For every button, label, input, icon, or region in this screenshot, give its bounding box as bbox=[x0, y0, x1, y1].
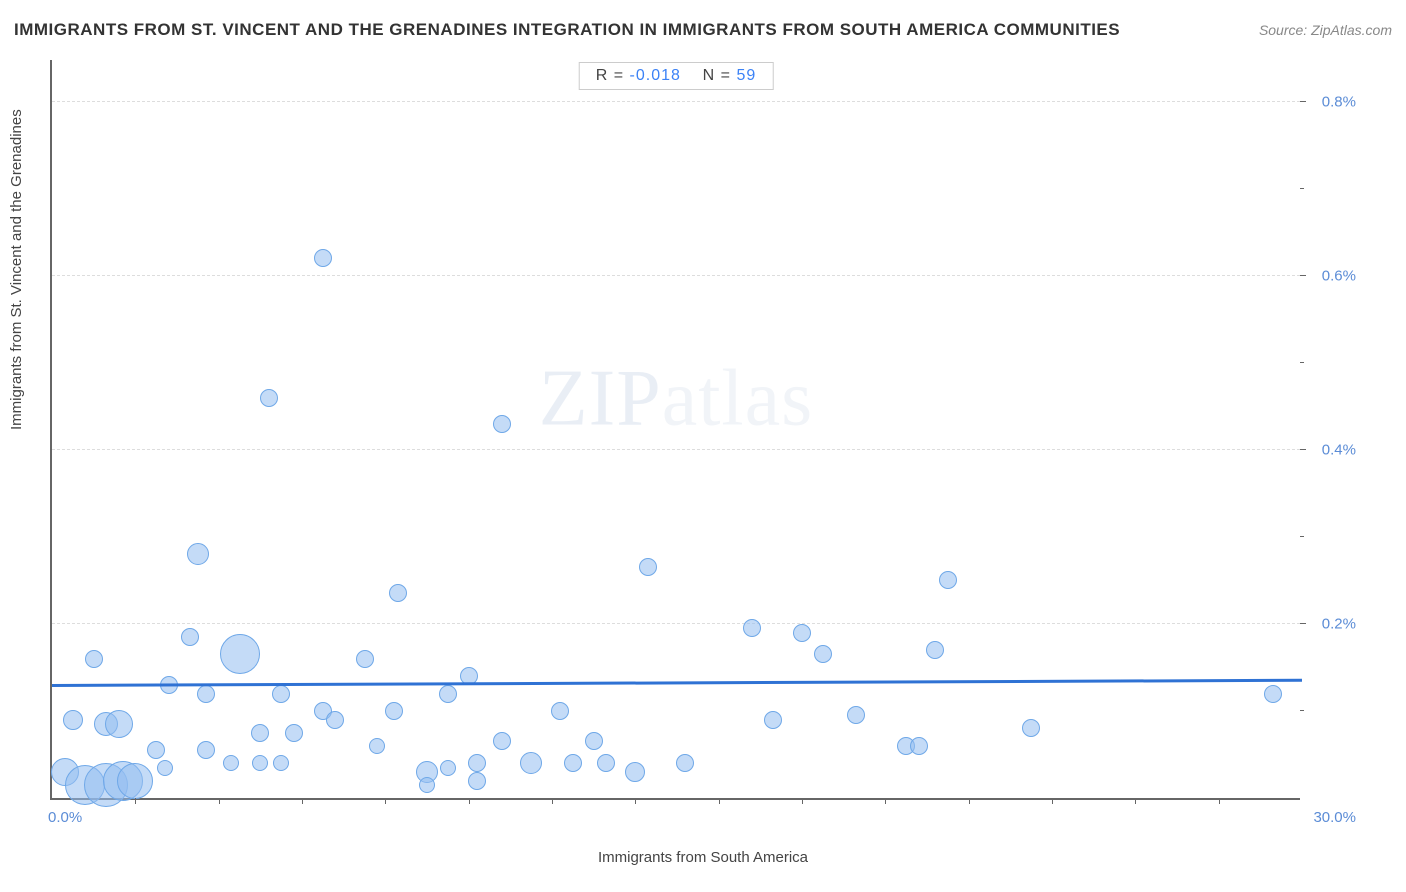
data-point bbox=[597, 754, 615, 772]
x-max-label: 30.0% bbox=[1313, 809, 1356, 826]
data-point bbox=[389, 584, 407, 602]
data-point bbox=[147, 741, 165, 759]
y-tick-mark bbox=[1300, 275, 1306, 276]
x-tick-mark bbox=[302, 798, 303, 804]
data-point bbox=[939, 571, 957, 589]
data-point bbox=[910, 737, 928, 755]
y-tick-label: 0.4% bbox=[1322, 441, 1356, 458]
trend-line bbox=[52, 678, 1302, 686]
y-axis-label: Immigrants from St. Vincent and the Gren… bbox=[8, 109, 25, 430]
r-label: R = bbox=[596, 67, 624, 84]
data-point bbox=[385, 702, 403, 720]
data-point bbox=[440, 760, 456, 776]
data-point bbox=[564, 754, 582, 772]
data-point bbox=[63, 710, 83, 730]
y-tick-mark bbox=[1300, 623, 1306, 624]
data-point bbox=[419, 777, 435, 793]
gridline-h bbox=[52, 623, 1300, 624]
data-point bbox=[326, 711, 344, 729]
y-minor-tick bbox=[1300, 362, 1304, 363]
watermark: ZIPatlas bbox=[539, 354, 814, 445]
x-tick-mark bbox=[219, 798, 220, 804]
x-tick-mark bbox=[885, 798, 886, 804]
data-point bbox=[285, 724, 303, 742]
data-point bbox=[520, 752, 542, 774]
data-point bbox=[743, 619, 761, 637]
chart-title: IMMIGRANTS FROM ST. VINCENT AND THE GREN… bbox=[14, 20, 1120, 40]
data-point bbox=[157, 760, 173, 776]
data-point bbox=[1022, 719, 1040, 737]
data-point bbox=[197, 685, 215, 703]
data-point bbox=[356, 650, 374, 668]
r-value: -0.018 bbox=[630, 67, 681, 84]
data-point bbox=[793, 624, 811, 642]
data-point bbox=[314, 249, 332, 267]
title-bar: IMMIGRANTS FROM ST. VINCENT AND THE GREN… bbox=[14, 20, 1392, 40]
x-tick-mark bbox=[135, 798, 136, 804]
y-minor-tick bbox=[1300, 710, 1304, 711]
x-tick-mark bbox=[1135, 798, 1136, 804]
data-point bbox=[369, 738, 385, 754]
data-point bbox=[105, 710, 133, 738]
x-tick-mark bbox=[635, 798, 636, 804]
x-tick-mark bbox=[1052, 798, 1053, 804]
data-point bbox=[493, 732, 511, 750]
watermark-bold: ZIP bbox=[539, 355, 662, 443]
data-point bbox=[814, 645, 832, 663]
n-value: 59 bbox=[736, 67, 756, 84]
data-point bbox=[272, 685, 290, 703]
source-label: Source: ZipAtlas.com bbox=[1259, 22, 1392, 38]
y-tick-label: 0.2% bbox=[1322, 615, 1356, 632]
data-point bbox=[197, 741, 215, 759]
y-tick-mark bbox=[1300, 101, 1306, 102]
data-point bbox=[639, 558, 657, 576]
gridline-h bbox=[52, 101, 1300, 102]
y-tick-mark bbox=[1300, 449, 1306, 450]
data-point bbox=[252, 755, 268, 771]
y-minor-tick bbox=[1300, 188, 1304, 189]
watermark-light: atlas bbox=[662, 355, 814, 443]
x-tick-mark bbox=[385, 798, 386, 804]
x-tick-mark bbox=[469, 798, 470, 804]
plot-area: R = -0.018 N = 59 ZIPatlas 0.0% 30.0% 0.… bbox=[50, 60, 1300, 800]
gridline-h bbox=[52, 449, 1300, 450]
x-tick-mark bbox=[802, 798, 803, 804]
x-axis-label: Immigrants from South America bbox=[598, 849, 808, 866]
data-point bbox=[468, 772, 486, 790]
stats-box: R = -0.018 N = 59 bbox=[579, 62, 774, 90]
data-point bbox=[260, 389, 278, 407]
data-point bbox=[251, 724, 269, 742]
data-point bbox=[764, 711, 782, 729]
data-point bbox=[493, 415, 511, 433]
x-tick-mark bbox=[552, 798, 553, 804]
data-point bbox=[273, 755, 289, 771]
data-point bbox=[1264, 685, 1282, 703]
y-minor-tick bbox=[1300, 536, 1304, 537]
data-point bbox=[117, 763, 153, 799]
data-point bbox=[220, 634, 260, 674]
data-point bbox=[439, 685, 457, 703]
gridline-h bbox=[52, 275, 1300, 276]
data-point bbox=[847, 706, 865, 724]
y-tick-label: 0.6% bbox=[1322, 267, 1356, 284]
x-tick-mark bbox=[969, 798, 970, 804]
n-label: N = bbox=[703, 67, 731, 84]
x-tick-mark bbox=[719, 798, 720, 804]
data-point bbox=[181, 628, 199, 646]
data-point bbox=[468, 754, 486, 772]
data-point bbox=[926, 641, 944, 659]
data-point bbox=[85, 650, 103, 668]
data-point bbox=[223, 755, 239, 771]
data-point bbox=[676, 754, 694, 772]
x-min-label: 0.0% bbox=[48, 809, 82, 826]
data-point bbox=[187, 543, 209, 565]
data-point bbox=[625, 762, 645, 782]
data-point bbox=[551, 702, 569, 720]
y-tick-label: 0.8% bbox=[1322, 93, 1356, 110]
x-tick-mark bbox=[1219, 798, 1220, 804]
data-point bbox=[585, 732, 603, 750]
